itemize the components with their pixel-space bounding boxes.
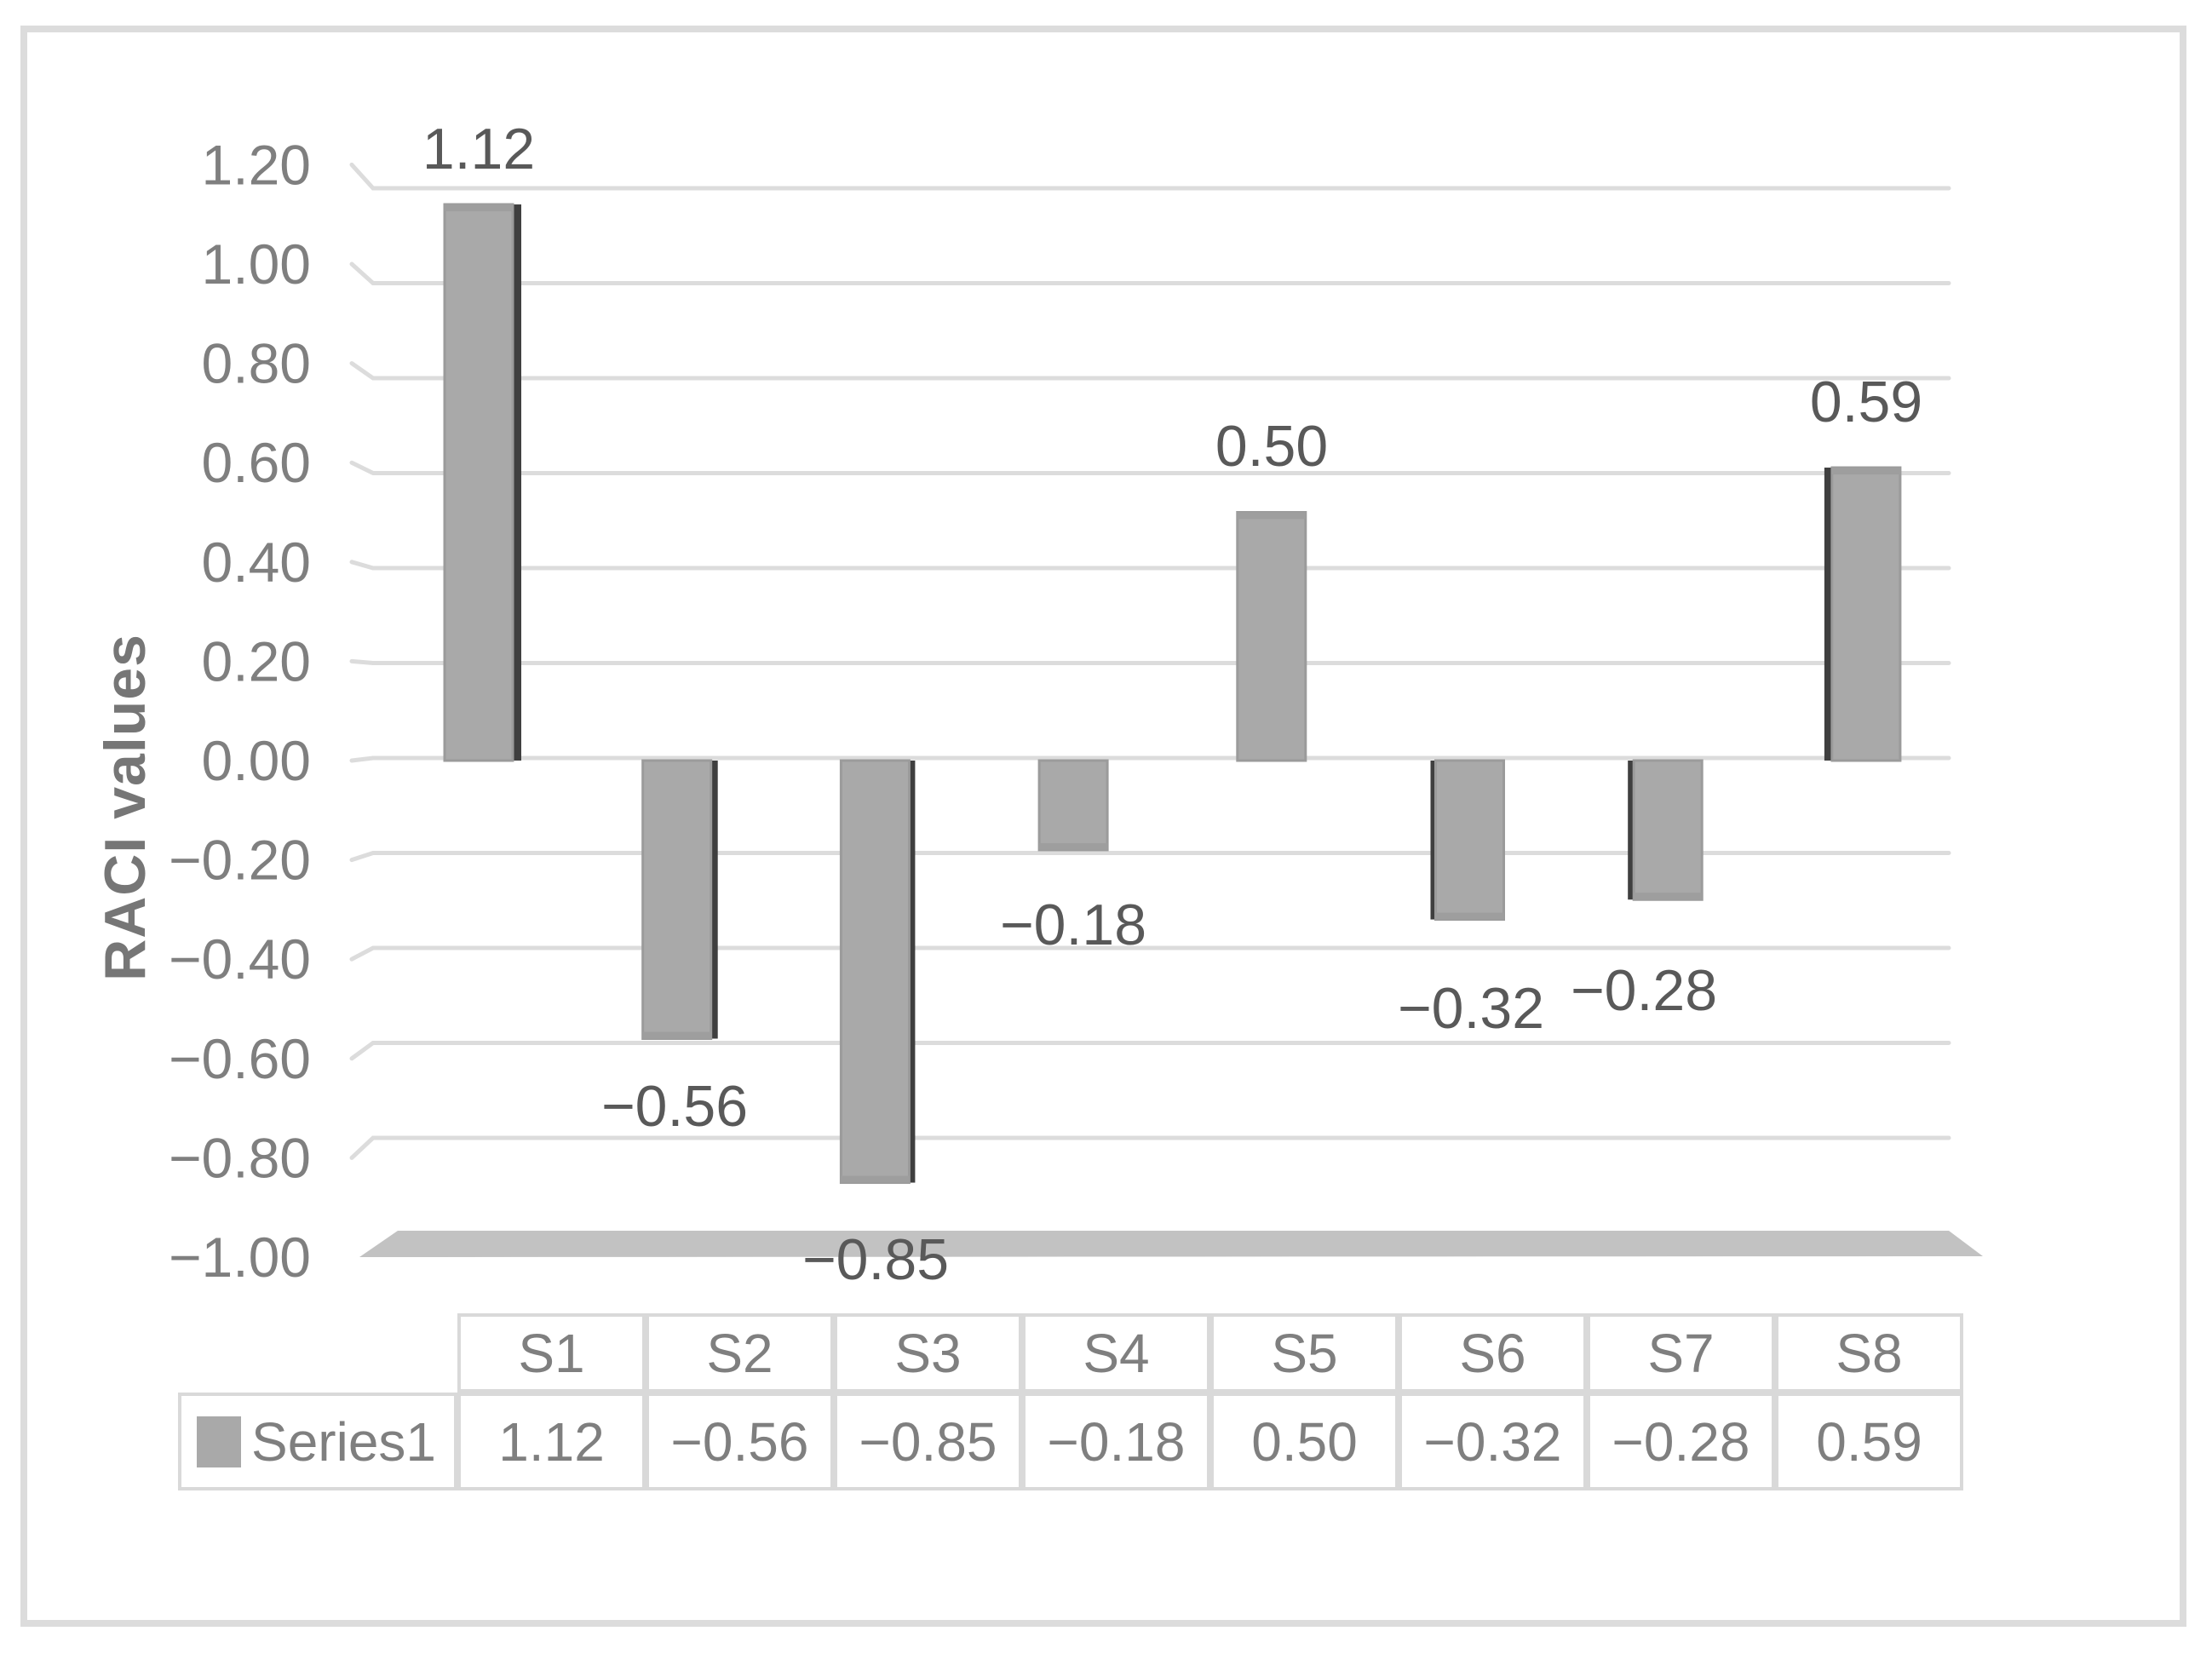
table-value-s3: −0.85 [834, 1393, 1022, 1490]
grid-line-−0.40 [349, 945, 1951, 962]
bar-cap [841, 1175, 910, 1183]
bar-face [839, 759, 911, 1185]
y-tick-label-0.40: 0.40 [202, 531, 311, 594]
table-header-s2: S2 [646, 1313, 834, 1393]
y-tick-label-0.60: 0.60 [202, 431, 311, 494]
bar-side-shadow [1628, 761, 1635, 900]
y-tick-label-−0.20: −0.20 [169, 829, 311, 892]
table-header-s5: S5 [1210, 1313, 1399, 1393]
bars [443, 203, 1902, 1185]
table-header-s3: S3 [834, 1313, 1022, 1393]
bar-face [443, 203, 514, 762]
grid-line-−0.60 [349, 1041, 1951, 1061]
bar-face [1434, 759, 1505, 922]
grid-line-−0.80 [349, 1135, 1951, 1160]
grid-line-0.00 [349, 755, 1951, 763]
bar-face [1830, 466, 1902, 762]
y-tick-label-0.80: 0.80 [202, 332, 311, 395]
series1-legend-swatch [197, 1416, 241, 1467]
floor-3d-band [359, 1231, 1983, 1257]
data-label-s7: −0.28 [1571, 958, 1717, 1023]
bar-s3 [839, 759, 916, 1185]
series1-label: Series1 [251, 1410, 436, 1473]
bar-side-shadow [1824, 468, 1832, 761]
table-value-s5: 0.50 [1210, 1393, 1399, 1490]
data-label-s1: 1.12 [422, 117, 535, 181]
table-header-s7: S7 [1587, 1313, 1775, 1393]
bar-s2 [641, 759, 718, 1040]
table-corner-spacer [178, 1313, 457, 1393]
table-series-label-cell: Series1 [178, 1393, 457, 1490]
bar-cap [1237, 512, 1306, 520]
data-label-s5: 0.50 [1215, 414, 1328, 479]
y-axis-tick-labels: 1.20 1.00 0.80 0.60 0.40 0.20 0.00 −0.20 −0.40 −0… [169, 133, 311, 1289]
table-header-s1: S1 [457, 1313, 646, 1393]
data-label-s3: −0.85 [802, 1227, 949, 1292]
bar-side-shadow [909, 761, 916, 1183]
y-tick-label-−0.40: −0.40 [169, 928, 311, 991]
y-axis-title: RACI values [93, 634, 158, 981]
bar-cap [1435, 912, 1504, 920]
table-header-s4: S4 [1022, 1313, 1210, 1393]
table-value-s1: 1.12 [457, 1393, 646, 1490]
gridlines [349, 162, 1951, 1160]
grid-line-0.60 [349, 460, 1951, 475]
data-table: S1 S2 S3 S4 S5 S6 S7 S8 Series1 1.12 −0.… [178, 1313, 1963, 1490]
bar-cap [642, 1031, 711, 1039]
table-value-s2: −0.56 [646, 1393, 834, 1490]
data-label-s2: −0.56 [601, 1074, 748, 1139]
grid-line-0.20 [349, 658, 1951, 665]
bar-side-shadow [710, 761, 718, 1039]
page-border-frame [20, 26, 2186, 1627]
grid-line-0.40 [349, 560, 1951, 571]
y-tick-label-1.00: 1.00 [202, 233, 311, 296]
y-tick-label-−0.80: −0.80 [169, 1126, 311, 1189]
grid-line-0.80 [349, 361, 1951, 381]
bar-face [1236, 511, 1307, 762]
data-labels: 1.12 −0.56 −0.85 −0.18 0.50 −0.32 −0.28 0.59 [422, 117, 1922, 1292]
table-value-s6: −0.32 [1399, 1393, 1587, 1490]
y-tick-label-0.20: 0.20 [202, 629, 311, 692]
grid-line-1.20 [349, 162, 1951, 191]
bar-cap [1634, 893, 1703, 900]
table-value-s4: −0.18 [1022, 1393, 1210, 1490]
y-tick-label-1.20: 1.20 [202, 133, 311, 196]
table-value-s7: −0.28 [1587, 1393, 1775, 1490]
bar-face [641, 759, 713, 1040]
y-tick-label-−1.00: −1.00 [169, 1226, 311, 1289]
bar-s8 [1824, 466, 1902, 762]
data-label-s6: −0.32 [1398, 976, 1544, 1041]
table-header-s8: S8 [1775, 1313, 1963, 1393]
y-tick-label-0.00: 0.00 [202, 729, 311, 792]
data-label-s8: 0.59 [1810, 370, 1922, 434]
bar-face [1632, 759, 1704, 901]
grid-line-−0.20 [349, 851, 1951, 863]
bar-s7 [1628, 759, 1704, 901]
bar-cap [445, 204, 513, 212]
bar-s4 [1037, 759, 1109, 852]
bar-s1 [443, 203, 521, 762]
bar-cap [1831, 468, 1900, 475]
bar-s5 [1236, 511, 1307, 762]
grid-line-1.00 [349, 261, 1951, 285]
data-label-s4: −0.18 [1000, 893, 1146, 957]
table-header-s6: S6 [1399, 1313, 1587, 1393]
bar-s6 [1430, 759, 1505, 922]
bar-face [1037, 759, 1109, 852]
table-value-s8: 0.59 [1775, 1393, 1963, 1490]
bar-side-shadow [1430, 761, 1436, 920]
bar-side-shadow [513, 204, 521, 761]
y-tick-label-−0.60: −0.60 [169, 1027, 311, 1090]
bar-cap [1039, 842, 1108, 850]
